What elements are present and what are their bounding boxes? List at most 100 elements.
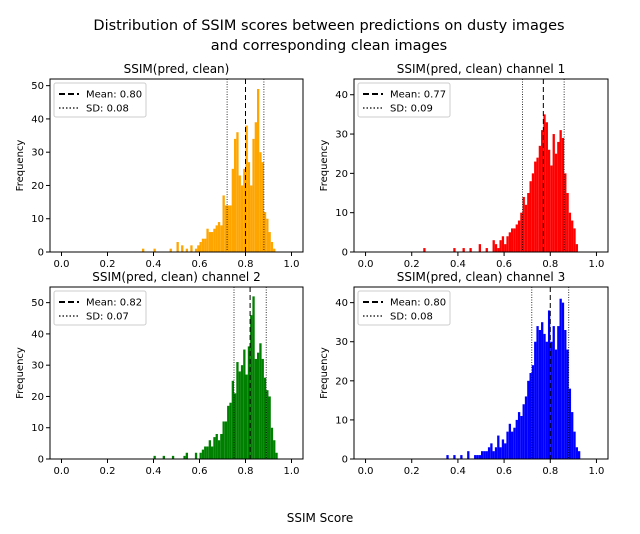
- histogram-bar: [476, 455, 479, 459]
- histogram-bar: [550, 341, 553, 459]
- legend-sd-label: SD: 0.08: [390, 312, 433, 323]
- y-tick-label: 10: [31, 214, 44, 225]
- histogram-bar: [275, 452, 278, 459]
- histogram-bar: [564, 330, 567, 459]
- legend-sd-label: SD: 0.09: [390, 104, 433, 115]
- histogram-bar: [261, 162, 264, 252]
- x-tick-label: 0.2: [100, 259, 116, 270]
- histogram-bar: [222, 195, 225, 252]
- histogram-bar: [513, 228, 516, 252]
- histogram-bar: [268, 396, 271, 459]
- histogram-bar: [259, 152, 262, 252]
- x-tick-label: 1.0: [284, 466, 300, 477]
- histogram-bar: [247, 162, 251, 252]
- histogram-bar: [573, 431, 576, 459]
- x-tick-label: 0.0: [54, 259, 70, 270]
- histogram-bar: [181, 245, 184, 252]
- histogram-bar: [236, 132, 239, 252]
- histogram-bar: [497, 248, 500, 252]
- x-tick-label: 0.8: [238, 259, 254, 270]
- histogram-bar: [197, 245, 200, 252]
- histogram-bar: [231, 380, 234, 459]
- histogram-bar: [508, 423, 512, 459]
- legend: Mean: 0.77 SD: 0.09: [357, 82, 451, 118]
- histogram-bar: [499, 240, 502, 252]
- histogram-bar: [520, 416, 523, 459]
- x-tick-label: 0.2: [404, 466, 420, 477]
- histogram-bar: [243, 349, 246, 459]
- histogram-bar: [474, 455, 477, 459]
- histogram-bar: [194, 452, 198, 459]
- y-tick-label: 0: [342, 455, 348, 466]
- histogram-bar: [538, 330, 542, 459]
- histogram-bar: [250, 185, 253, 252]
- histogram-bar: [483, 451, 486, 459]
- histogram-bar: [557, 326, 560, 459]
- y-axis-label: Frequency: [319, 140, 330, 192]
- histogram-bar: [517, 412, 521, 459]
- subplot-title: SSIM(pred, clean): [124, 62, 230, 76]
- subplot-title: SSIM(pred, clean) channel 2: [92, 270, 260, 284]
- histogram-bar: [541, 322, 544, 459]
- histogram-bar: [573, 228, 576, 252]
- histogram-bar: [501, 439, 505, 459]
- histogram-bar: [183, 455, 186, 459]
- histogram-bar: [252, 138, 255, 252]
- histogram-bar: [501, 236, 505, 252]
- histogram-bar: [511, 228, 514, 252]
- histogram-bar: [213, 228, 216, 252]
- histogram-bar: [485, 248, 488, 252]
- histogram-bar: [531, 365, 535, 459]
- histogram-bar: [541, 130, 544, 252]
- y-axis-label: Frequency: [15, 140, 26, 192]
- y-tick-label: 30: [31, 148, 44, 159]
- histogram-bar: [469, 248, 472, 252]
- histogram-bar: [243, 168, 246, 252]
- legend-sd-label: SD: 0.08: [86, 104, 129, 115]
- y-axis-label: Frequency: [319, 347, 330, 399]
- histogram-bars: [446, 298, 581, 459]
- histogram-bar: [236, 362, 239, 459]
- histogram-bar: [176, 242, 179, 252]
- histogram-bar: [231, 168, 234, 252]
- histogram-bar: [254, 358, 257, 459]
- histogram-bar: [234, 138, 237, 252]
- y-tick-label: 20: [31, 392, 44, 403]
- histogram-bar: [522, 196, 525, 252]
- legend-mean-label: Mean: 0.77: [390, 90, 446, 101]
- histogram-bar: [531, 173, 535, 252]
- histogram-bar: [515, 419, 518, 459]
- y-tick-label: 30: [335, 337, 348, 348]
- histogram-bar: [557, 141, 560, 252]
- histogram-bar: [204, 238, 207, 252]
- histogram-bar: [245, 125, 248, 252]
- axes-frame: [49, 286, 304, 460]
- histogram-bar: [492, 451, 495, 459]
- histogram-bar: [561, 137, 565, 252]
- x-tick-label: 0.2: [404, 259, 420, 270]
- legend-sd-label: SD: 0.07: [86, 312, 129, 323]
- x-tick-label: 0.8: [542, 259, 558, 270]
- y-tick-label: 40: [335, 90, 348, 101]
- histogram-bar: [559, 298, 562, 459]
- histogram-bar: [552, 134, 555, 252]
- histogram-bars: [142, 88, 276, 252]
- y-axis-label: Frequency: [15, 347, 26, 399]
- histogram-bar: [566, 193, 569, 252]
- subplot-channel-3: 0.0 0.2 0.4 0.6 0.8 1.0 0 10 20 30 40 SSIM(pred, cl…: [319, 270, 609, 477]
- axes-frame: [353, 286, 609, 460]
- histogram-bar: [545, 122, 548, 252]
- x-tick-label: 0.8: [542, 466, 558, 477]
- histogram-bar: [462, 248, 465, 252]
- axes-frame: [49, 78, 304, 253]
- histogram-bar: [478, 244, 481, 252]
- x-tick-label: 0.0: [358, 466, 374, 477]
- axes-frame: [353, 78, 609, 253]
- x-tick-label: 0.8: [238, 466, 254, 477]
- x-tick-label: 0.6: [192, 259, 208, 270]
- histogram-bar: [499, 447, 502, 459]
- histogram-bar: [254, 122, 257, 252]
- histogram-bar: [497, 435, 500, 459]
